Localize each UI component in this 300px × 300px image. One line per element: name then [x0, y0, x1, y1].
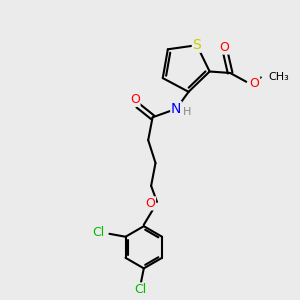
Text: O: O: [130, 93, 140, 106]
Text: O: O: [219, 41, 229, 54]
Text: O: O: [250, 77, 260, 90]
Text: CH₃: CH₃: [268, 72, 289, 82]
Text: O: O: [146, 197, 155, 210]
Text: H: H: [183, 107, 191, 117]
Text: Cl: Cl: [135, 283, 147, 296]
Text: Cl: Cl: [92, 226, 104, 239]
Text: N: N: [171, 101, 181, 116]
Text: S: S: [192, 38, 201, 52]
